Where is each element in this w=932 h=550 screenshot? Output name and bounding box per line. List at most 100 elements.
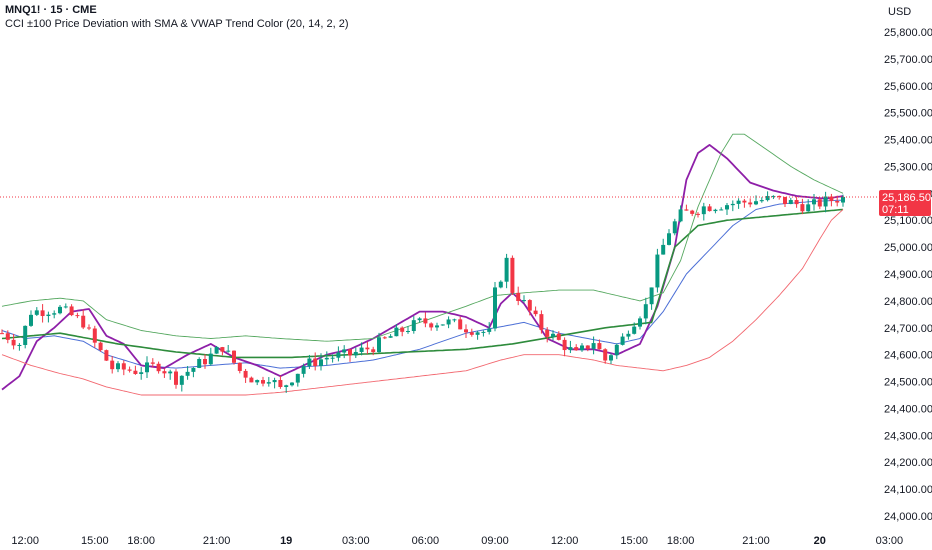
candle-body xyxy=(58,306,62,314)
candle-body xyxy=(696,213,700,215)
candle-body xyxy=(150,362,155,364)
last-price-label: 25,186.50 xyxy=(882,192,931,204)
price-tick-label: 24,800.00 xyxy=(884,296,932,308)
candle-body xyxy=(75,315,80,317)
candle-body xyxy=(742,200,747,203)
candle-body xyxy=(806,204,811,212)
candle-body xyxy=(516,292,521,301)
symbol-title[interactable]: MNQ1! · 15 · CME xyxy=(5,4,97,16)
candle-body xyxy=(701,206,706,215)
candle-body xyxy=(556,333,561,340)
candle-body xyxy=(452,319,457,321)
candle-body xyxy=(336,352,341,358)
candle-body xyxy=(330,357,335,359)
candle-body xyxy=(179,375,184,385)
candle-body xyxy=(319,359,323,366)
candle-body xyxy=(359,347,364,352)
candle-body xyxy=(203,359,207,365)
candle-body xyxy=(794,200,799,205)
candle-body xyxy=(684,209,689,211)
candle-body xyxy=(690,210,695,214)
time-tick-label: 03:00 xyxy=(876,535,904,547)
price-tick-label: 25,500.00 xyxy=(884,108,932,120)
candle-body xyxy=(765,195,770,201)
candle-body xyxy=(243,370,248,378)
candle-body xyxy=(545,329,550,337)
candle-body xyxy=(406,331,410,333)
candle-body xyxy=(237,362,242,371)
price-tick-label: 24,100.00 xyxy=(884,484,932,496)
price-tick-label: 24,900.00 xyxy=(884,269,932,281)
candle-body xyxy=(110,360,115,370)
candle-body xyxy=(655,254,660,288)
price-tick-label: 24,400.00 xyxy=(884,403,932,415)
candle-body xyxy=(759,200,764,202)
price-tick-label: 24,000.00 xyxy=(884,511,932,523)
candle-body xyxy=(493,287,497,329)
candle-body xyxy=(266,382,271,384)
time-tick-label: 21:00 xyxy=(203,535,231,547)
time-tick-label: 19 xyxy=(280,535,292,547)
time-tick-label: 09:00 xyxy=(481,535,509,547)
candle-body xyxy=(220,347,225,352)
candle-body xyxy=(348,349,352,356)
price-tick-label: 25,800.00 xyxy=(884,27,932,39)
candle-body xyxy=(638,318,642,327)
candle-body xyxy=(591,343,596,349)
candle-body xyxy=(423,318,428,324)
candle-body xyxy=(771,195,776,197)
time-tick-label: 12:00 xyxy=(11,535,39,547)
candle-body xyxy=(527,300,532,311)
candle-body xyxy=(29,314,33,326)
candle-body xyxy=(342,349,347,353)
series-vwap xyxy=(1,208,844,359)
candle-body xyxy=(574,347,579,351)
candle-body xyxy=(551,333,555,337)
candle-body xyxy=(597,343,602,350)
candle-body xyxy=(208,353,213,365)
time-tick-label: 15:00 xyxy=(81,535,109,547)
price-tick-label: 25,700.00 xyxy=(884,54,932,66)
time-tick-label: 03:00 xyxy=(342,535,370,547)
candle-body xyxy=(5,333,10,340)
time-tick-label: 18:00 xyxy=(667,535,695,547)
candle-body xyxy=(377,337,381,353)
price-tick-label: 25,100.00 xyxy=(884,215,932,227)
candle-body xyxy=(23,325,28,345)
price-tick-label: 24,300.00 xyxy=(884,430,932,442)
candle-body xyxy=(817,199,822,207)
candle-body xyxy=(667,233,671,245)
candle-body xyxy=(539,314,544,330)
candle-body xyxy=(707,206,712,212)
price-tick-label: 25,400.00 xyxy=(884,135,932,147)
series-sma xyxy=(1,199,844,369)
candle-body xyxy=(284,385,289,387)
candle-body xyxy=(533,310,538,315)
candle-body xyxy=(116,363,120,370)
candle-body xyxy=(52,313,57,315)
candle-body xyxy=(197,359,202,368)
candle-body xyxy=(522,300,526,302)
time-axis[interactable]: 12:00 15:00 18:00 21:00 19 03:00 06:00 09:00 12:… xyxy=(11,535,903,547)
candle-body xyxy=(168,371,173,374)
candle-body xyxy=(719,209,724,211)
price-tick-label: 24,200.00 xyxy=(884,457,932,469)
price-tick-label: 24,700.00 xyxy=(884,323,932,335)
candle-body xyxy=(98,342,103,351)
candle-body xyxy=(498,281,503,288)
time-tick-label: 12:00 xyxy=(551,535,579,547)
candle-body xyxy=(278,380,283,387)
indicator-title[interactable]: CCI ±100 Price Deviation with SMA & VWAP… xyxy=(5,18,349,30)
candle-body xyxy=(324,357,329,360)
price-tick-label: 24,500.00 xyxy=(884,377,932,389)
candle-body xyxy=(783,196,787,205)
candle-body xyxy=(121,363,126,370)
price-axis[interactable]: 24,000.00 24,100.00 24,200.00 24,300.00 24,4… xyxy=(884,27,932,523)
candle-body xyxy=(127,369,132,371)
candle-body xyxy=(104,350,109,361)
candle-body xyxy=(748,202,753,205)
candle-body xyxy=(435,325,439,328)
time-tick-label: 18:00 xyxy=(127,535,155,547)
time-tick-label: 15:00 xyxy=(620,535,648,547)
